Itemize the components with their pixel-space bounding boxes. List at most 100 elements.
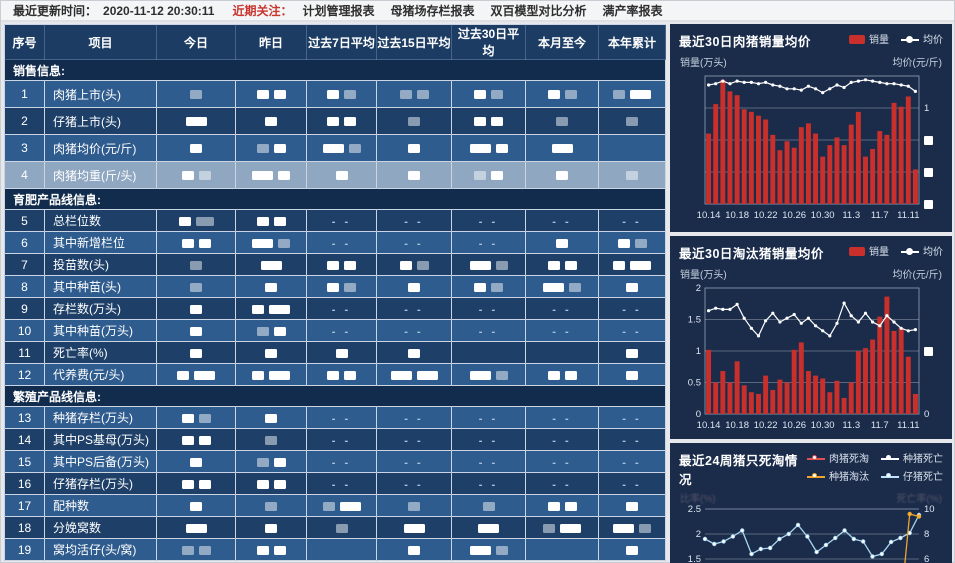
redacted-value [190, 90, 202, 100]
report-tab-1[interactable]: 计划管理报表 [302, 4, 375, 18]
redacted-value [198, 171, 211, 181]
data-cell [525, 80, 599, 108]
data-cell: - - [306, 406, 377, 429]
data-cell [306, 107, 377, 135]
data-cell [156, 107, 236, 135]
redacted-value [265, 413, 277, 423]
redacted-value [198, 435, 211, 445]
no-data-dashes: - - [404, 434, 424, 447]
redacted-value [256, 457, 269, 467]
table-row[interactable]: 13 种猪存栏(万头) - - - - - - - - - - [4, 406, 666, 429]
svg-text:0.5: 0.5 [688, 378, 701, 389]
table-row[interactable]: 18 分娩窝数 [4, 516, 666, 539]
data-cell: - - [525, 428, 599, 451]
chart1-legend-均价[interactable]: 均价 [901, 31, 943, 46]
row-number: 14 [4, 428, 45, 451]
table-row[interactable]: 6 其中新增栏位 - - - - - - [4, 231, 666, 254]
data-cell [156, 275, 236, 298]
redacted-value [273, 144, 286, 154]
redacted-value [560, 523, 581, 533]
data-cell [306, 275, 377, 298]
redacted-value [265, 348, 277, 358]
table-row[interactable]: 2 仔猪上市(头) [4, 107, 666, 135]
report-tab-4[interactable]: 满产率报表 [602, 4, 663, 18]
data-cell [156, 516, 236, 539]
report-tab-2[interactable]: 母猪场存栏报表 [390, 4, 475, 18]
table-row[interactable]: 10 其中种苗(万头) - - - - - - - - - - [4, 319, 666, 342]
col-header-4: 过去7日平均 [306, 24, 377, 60]
section-row: 销售信息: [4, 59, 666, 81]
data-cell [376, 253, 452, 276]
data-cell [376, 341, 452, 364]
redacted-value [265, 282, 277, 292]
table-row[interactable]: 17 配种数 [4, 494, 666, 517]
table-row[interactable]: 3 肉猪均价(元/斤) [4, 134, 666, 162]
redacted-value [474, 171, 486, 181]
row-number: 18 [4, 516, 45, 539]
chart2-legend[interactable]: 销量 均价 [849, 243, 943, 258]
no-data-dashes: - - [478, 456, 499, 469]
redacted-value [626, 348, 638, 358]
chart3-legend-种猪死亡[interactable]: 种猪死亡 [881, 450, 943, 465]
svg-text:10.22: 10.22 [754, 420, 778, 431]
table-row[interactable]: 4 肉猪均重(斤/头) [4, 161, 666, 189]
table-row[interactable]: 9 存栏数(万头) - - - - - - - - - - [4, 297, 666, 320]
redacted-value [408, 117, 420, 127]
table-row[interactable]: 1 肉猪上市(头) [4, 80, 666, 108]
redacted-value [185, 523, 207, 533]
report-tab-3[interactable]: 双百模型对比分析 [490, 4, 587, 18]
svg-text:1.5: 1.5 [688, 315, 701, 326]
table-row[interactable]: 8 其中种苗(头) [4, 275, 666, 298]
svg-text:10: 10 [924, 505, 935, 515]
chart2-legend-销量[interactable]: 销量 [849, 243, 889, 258]
data-cell [376, 161, 452, 189]
redacted-value [273, 326, 286, 336]
table-row[interactable]: 15 其中PS后备(万头) - - - - - - - - - - [4, 450, 666, 473]
redacted-value [181, 413, 194, 423]
no-data-dashes: - - [404, 215, 424, 228]
data-cell: - - [376, 231, 452, 254]
redacted-value [556, 238, 568, 248]
table-row[interactable]: 16 仔猪存栏(万头) - - - - - - - - - - [4, 472, 666, 495]
data-cell [235, 538, 307, 561]
data-cell: - - [525, 319, 599, 342]
chart3-legend[interactable]: 肉猪死淘 种猪死亡 种猪淘汰 仔猪死亡 [807, 450, 943, 483]
redacted-value [327, 370, 339, 380]
redacted-value [327, 90, 339, 100]
table-row[interactable]: 5 总栏位数 - - - - - - - - - - [4, 209, 666, 232]
svg-text:11.11: 11.11 [897, 420, 919, 431]
table-row[interactable]: 12 代养费(元/头) [4, 363, 666, 386]
chart1-legend[interactable]: 销量 均价 [849, 31, 943, 46]
data-cell [156, 428, 236, 451]
chart1-legend-销量[interactable]: 销量 [849, 31, 889, 46]
table-row[interactable]: 14 其中PS基母(万头) - - - - - - - - - - [4, 428, 666, 451]
chart3-legend-种猪淘汰[interactable]: 种猪淘汰 [807, 468, 869, 483]
no-data-dashes: - - [331, 215, 352, 228]
redacted-value [198, 413, 211, 423]
table-row[interactable]: 19 窝均活仔(头/窝) [4, 538, 666, 561]
data-cell: - - [598, 472, 666, 495]
data-cell: - - [451, 450, 526, 473]
data-cell [525, 538, 599, 561]
chart3-title: 最近24周猪只死淘情况 [679, 454, 798, 487]
data-cell [306, 516, 377, 539]
chart3-legend-仔猪死亡[interactable]: 仔猪死亡 [881, 468, 943, 483]
data-cell [598, 363, 666, 386]
redacted-value [556, 171, 568, 181]
data-cell [235, 107, 307, 135]
data-cell [235, 253, 307, 276]
data-cell: - - [451, 231, 526, 254]
row-number: 13 [4, 406, 45, 429]
table-row[interactable]: 7 投苗数(头) [4, 253, 666, 276]
chart3-legend-肉猪死淘[interactable]: 肉猪死淘 [807, 450, 869, 465]
no-data-dashes: - - [478, 478, 499, 491]
chart2-legend-均价[interactable]: 均价 [901, 243, 943, 258]
table-row[interactable]: 11 死亡率(%) [4, 341, 666, 364]
redacted-value [416, 260, 429, 270]
section-title: 销售信息: [4, 59, 666, 81]
data-cell [451, 538, 526, 561]
main-layout: 序号 项目 今日 昨日 过去7日平均 过去15日平均 过去30日平均 本月至今 本年累计 销售信… [1, 22, 954, 563]
svg-text:10.30: 10.30 [811, 210, 835, 221]
redacted-value [390, 370, 412, 380]
redacted-value [551, 144, 573, 154]
